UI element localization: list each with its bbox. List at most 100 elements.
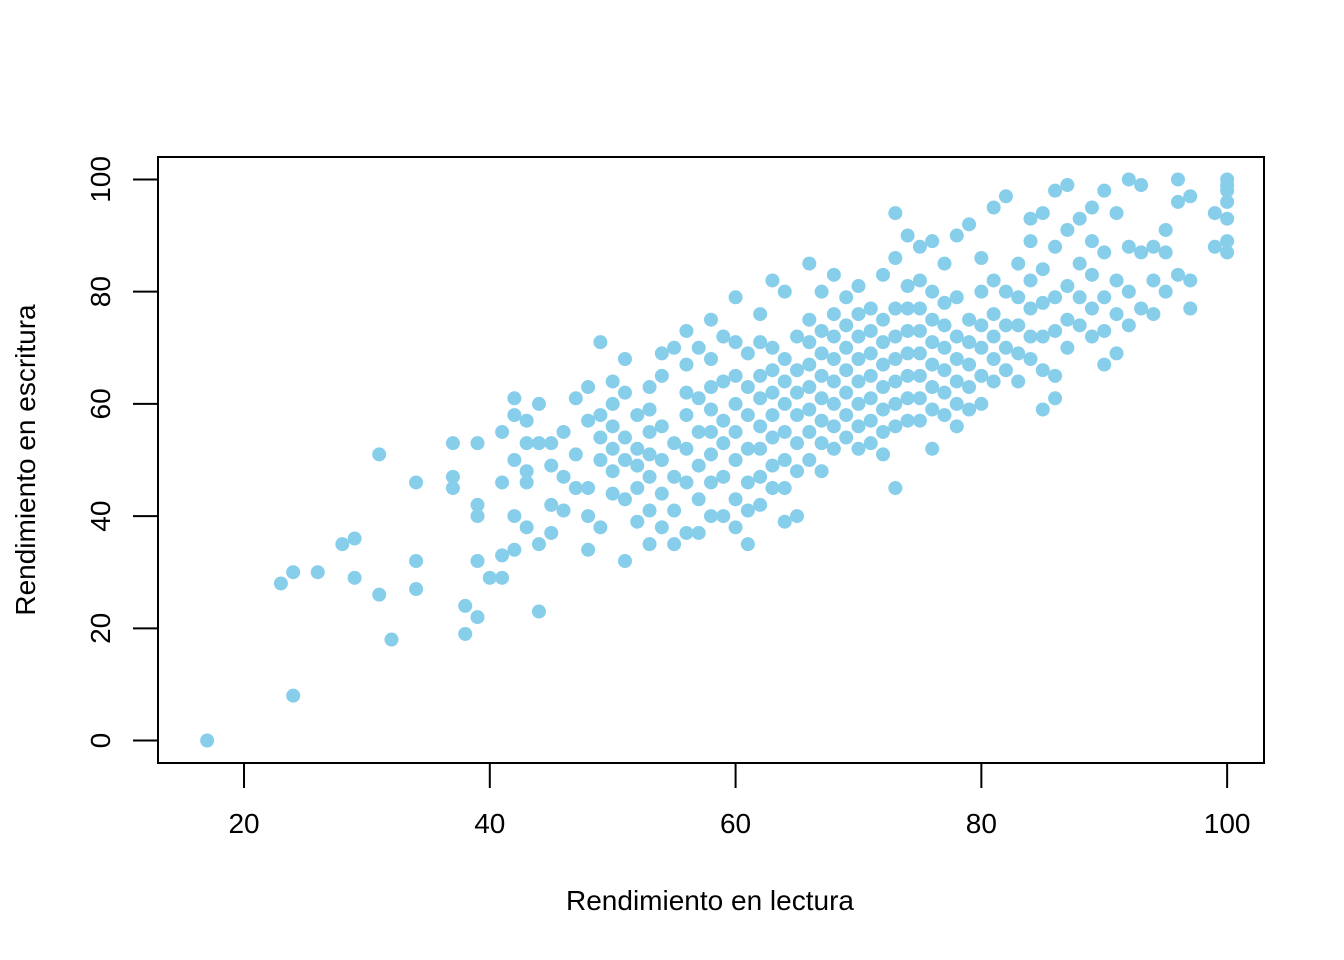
data-point	[962, 217, 977, 232]
data-point	[1183, 301, 1198, 316]
data-point	[863, 391, 878, 406]
data-point	[1035, 295, 1050, 310]
data-point	[888, 329, 903, 344]
data-point	[593, 520, 608, 535]
data-point	[937, 318, 952, 333]
data-point	[630, 458, 645, 473]
data-point	[1011, 374, 1026, 389]
data-point	[617, 453, 632, 467]
data-point	[949, 419, 964, 434]
data-point	[1097, 323, 1112, 338]
data-point	[1158, 284, 1173, 299]
data-point	[347, 570, 362, 585]
data-point	[1084, 301, 1099, 316]
data-point	[507, 391, 522, 406]
data-point	[962, 335, 977, 350]
data-point	[826, 396, 841, 411]
data-point	[568, 481, 583, 496]
data-point	[925, 234, 940, 249]
data-point	[1035, 262, 1050, 277]
data-point	[691, 391, 706, 406]
data-point	[654, 453, 669, 467]
data-point	[716, 374, 731, 389]
data-point	[740, 537, 755, 552]
data-point	[1023, 273, 1038, 288]
data-point	[1097, 183, 1112, 198]
data-point	[605, 374, 620, 389]
data-point	[1011, 290, 1026, 305]
data-point	[544, 525, 559, 540]
data-point	[1084, 329, 1099, 344]
data-point	[1220, 194, 1235, 209]
data-point	[384, 632, 399, 647]
data-point	[679, 525, 694, 540]
data-point	[900, 413, 915, 428]
data-point	[556, 469, 571, 484]
data-point	[470, 436, 485, 451]
data-point	[876, 447, 891, 462]
data-point	[839, 385, 854, 400]
x-tick-label: 20	[228, 808, 259, 839]
data-point	[531, 604, 546, 619]
y-tick-label: 60	[85, 388, 116, 419]
data-point	[753, 391, 768, 406]
data-point	[728, 492, 743, 507]
data-point	[716, 413, 731, 428]
data-point	[495, 424, 510, 439]
data-point	[937, 256, 952, 271]
data-point	[1158, 222, 1173, 237]
data-point	[495, 475, 510, 490]
data-point	[802, 312, 817, 327]
y-tick-label: 80	[85, 276, 116, 307]
data-point	[814, 346, 829, 361]
data-point	[1048, 323, 1063, 338]
data-point	[1220, 172, 1235, 187]
data-point	[617, 430, 632, 445]
data-point	[790, 436, 805, 451]
data-point	[728, 453, 743, 467]
data-point	[445, 469, 460, 484]
data-point	[925, 402, 940, 417]
data-point	[826, 374, 841, 389]
data-point	[753, 441, 768, 456]
data-point	[716, 329, 731, 344]
data-point	[372, 447, 387, 462]
data-point	[1146, 273, 1161, 288]
data-point	[790, 509, 805, 524]
data-point	[531, 436, 546, 451]
data-point	[777, 453, 792, 467]
data-point	[986, 200, 1001, 215]
data-point	[1121, 172, 1136, 187]
data-point	[949, 396, 964, 411]
data-point	[777, 352, 792, 366]
data-point	[839, 340, 854, 355]
data-point	[912, 413, 927, 428]
data-point	[876, 424, 891, 439]
data-point	[937, 340, 952, 355]
data-point	[1072, 290, 1087, 305]
data-point	[593, 335, 608, 350]
data-point	[740, 380, 755, 395]
data-point	[802, 335, 817, 350]
data-point	[617, 352, 632, 366]
data-point	[445, 436, 460, 451]
data-point	[1060, 222, 1075, 237]
data-point	[863, 436, 878, 451]
data-point	[642, 380, 657, 395]
data-point	[986, 273, 1001, 288]
data-point	[863, 323, 878, 338]
data-point	[1060, 279, 1075, 294]
data-point	[630, 441, 645, 456]
data-point	[593, 408, 608, 423]
data-point	[851, 352, 866, 366]
data-point	[347, 531, 362, 546]
data-point	[802, 402, 817, 417]
y-axis: 0 20 40 60 80 100	[85, 156, 159, 748]
data-point	[839, 290, 854, 305]
data-point	[495, 570, 510, 585]
data-point	[409, 582, 424, 597]
data-point	[740, 503, 755, 518]
data-point	[998, 363, 1013, 378]
data-point	[851, 307, 866, 322]
